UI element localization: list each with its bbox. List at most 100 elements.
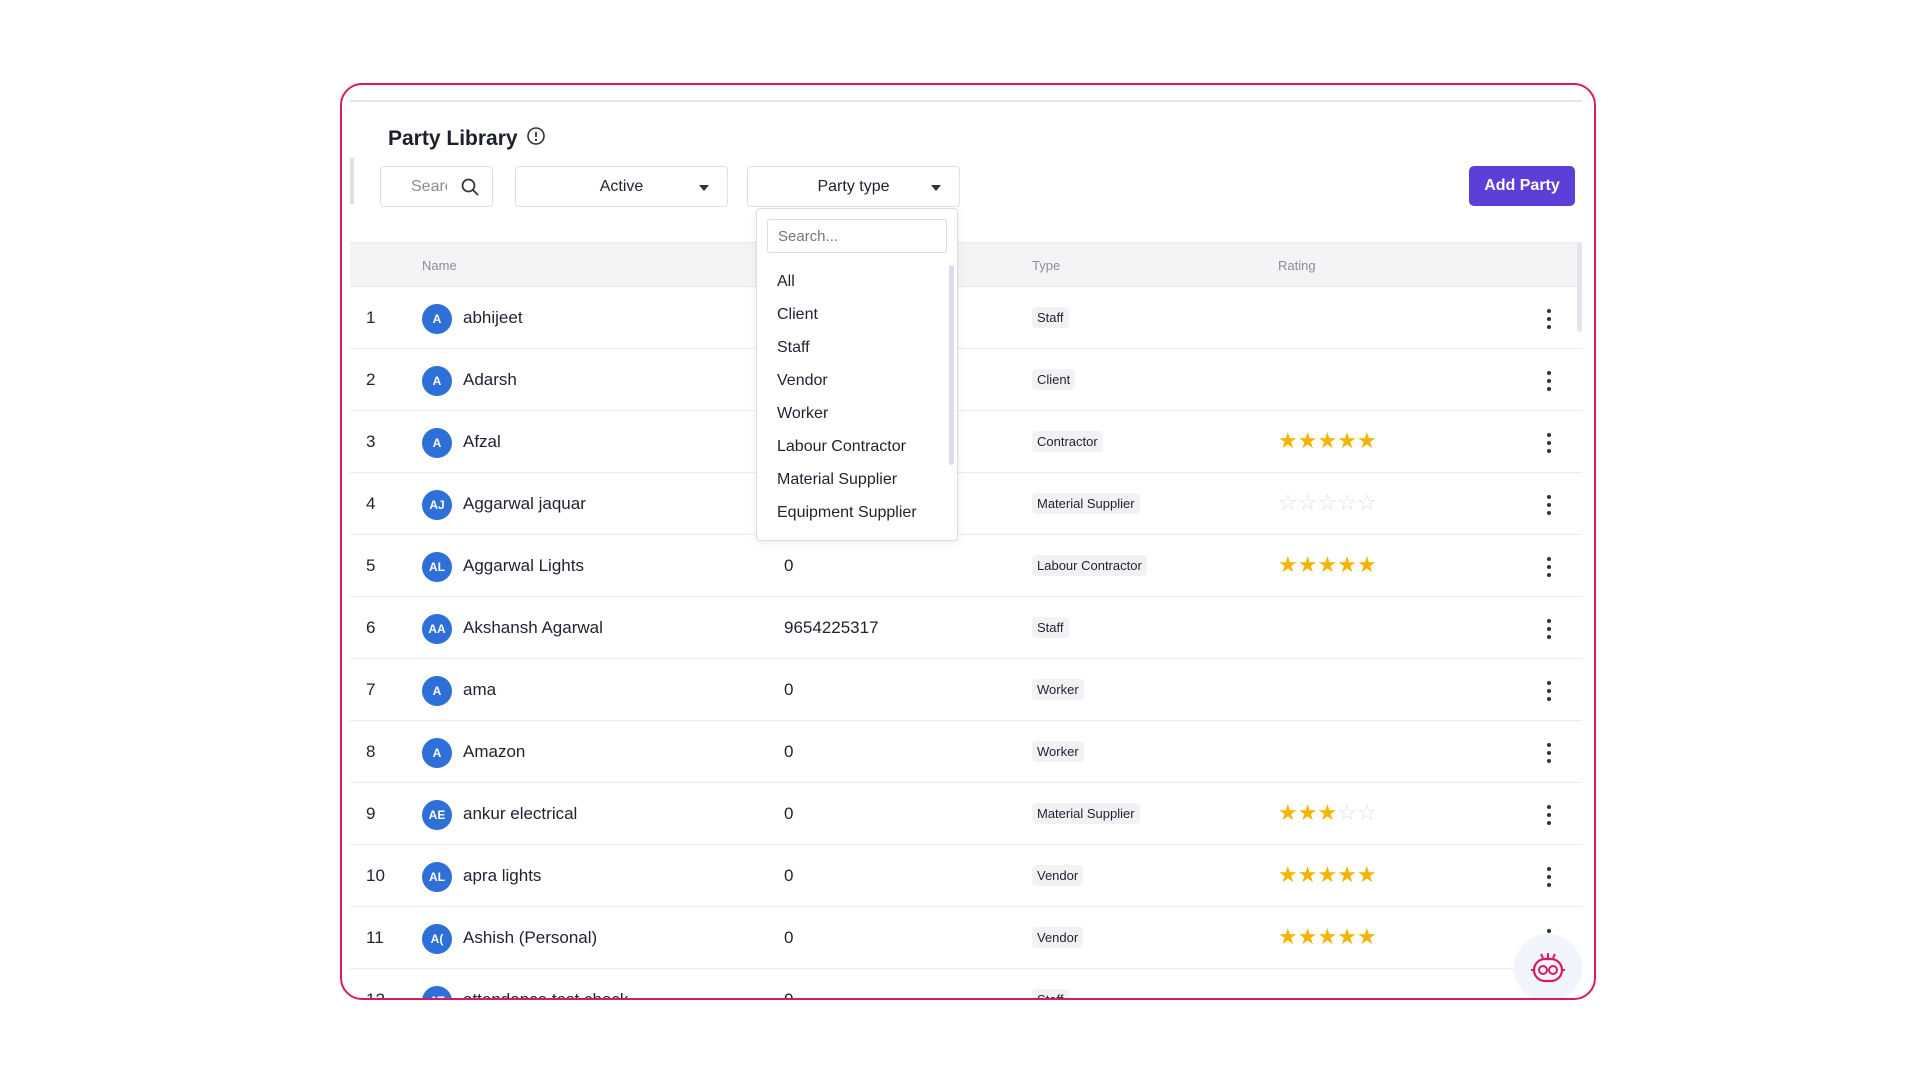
more-vertical-icon[interactable] bbox=[1546, 371, 1552, 391]
table-row[interactable]: 5 AL Aggarwal Lights 0 Labour Contractor ★★★★… bbox=[350, 535, 1582, 597]
dropdown-option-all[interactable]: All bbox=[777, 272, 795, 290]
rating-stars: ★★★☆☆ bbox=[1278, 799, 1377, 827]
party-type-select-value: Party type bbox=[817, 177, 890, 195]
star-icon: ★ bbox=[1317, 552, 1338, 577]
column-header-name[interactable]: Name bbox=[422, 258, 457, 273]
search-icon bbox=[461, 178, 479, 196]
party-phone: 9654225317 bbox=[784, 618, 879, 637]
dropdown-scrollbar[interactable] bbox=[949, 265, 954, 465]
more-vertical-icon[interactable] bbox=[1546, 495, 1552, 515]
avatar: A( bbox=[422, 924, 452, 954]
party-name[interactable]: ankur electrical bbox=[463, 804, 578, 823]
column-header-type[interactable]: Type bbox=[1032, 258, 1061, 273]
party-phone: 0 bbox=[784, 804, 794, 823]
star-icon: ★ bbox=[1356, 552, 1377, 577]
table-row[interactable]: 8 A Amazon 0 Worker bbox=[350, 721, 1582, 783]
row-number: 2 bbox=[366, 370, 376, 389]
chevron-down-icon bbox=[931, 185, 941, 191]
dropdown-search-input[interactable]: Search... bbox=[767, 219, 947, 253]
add-party-button[interactable]: Add Party bbox=[1469, 166, 1575, 206]
avatar: A bbox=[422, 738, 452, 768]
toolbar: Search Active Party type Add Party bbox=[380, 166, 1575, 208]
dropdown-option-staff[interactable]: Staff bbox=[777, 338, 810, 356]
table-row[interactable]: 9 AE ankur electrical 0 Material Supplier ★★★… bbox=[350, 783, 1582, 845]
party-name[interactable]: Aggarwal Lights bbox=[463, 556, 584, 575]
row-number: 6 bbox=[366, 618, 376, 637]
rating-stars: ★★★★★ bbox=[1278, 551, 1377, 579]
search-input[interactable]: Search bbox=[380, 166, 493, 207]
row-number: 4 bbox=[366, 494, 376, 513]
more-vertical-icon[interactable] bbox=[1546, 557, 1552, 577]
party-phone: 0 bbox=[784, 928, 794, 947]
party-name[interactable]: abhijeet bbox=[463, 308, 523, 327]
party-phone: 0 bbox=[784, 742, 794, 761]
party-name[interactable]: Ashish (Personal) bbox=[463, 928, 598, 947]
row-number: 3 bbox=[366, 432, 376, 451]
dropdown-option-labour-contractor[interactable]: Labour Contractor bbox=[777, 437, 906, 455]
party-name[interactable]: Akshansh Agarwal bbox=[463, 618, 603, 637]
avatar: AL bbox=[422, 552, 452, 582]
row-number: 9 bbox=[366, 804, 376, 823]
table-row[interactable]: 4 AJ Aggarwal jaquar Material Supplier ☆☆☆☆☆ bbox=[350, 473, 1582, 535]
party-phone: 0 bbox=[784, 556, 794, 575]
party-name[interactable]: Adarsh bbox=[463, 370, 517, 389]
table-row[interactable]: 6 AA Akshansh Agarwal 9654225317 Staff bbox=[350, 597, 1582, 659]
star-icon: ☆ bbox=[1297, 490, 1318, 515]
table-scrollbar[interactable] bbox=[1577, 242, 1582, 332]
page-title: Party Library bbox=[388, 126, 518, 150]
avatar: AA bbox=[422, 614, 452, 644]
chatbot-button[interactable] bbox=[1514, 934, 1582, 998]
party-library-frame: Party Library Search Active Party type A… bbox=[340, 83, 1596, 1000]
table-row[interactable]: 2 A Adarsh Client bbox=[350, 349, 1582, 411]
star-icon: ★ bbox=[1297, 428, 1318, 453]
party-name[interactable]: attendance test check bbox=[463, 990, 629, 1000]
party-phone: 0 bbox=[784, 680, 794, 699]
star-icon: ☆ bbox=[1356, 800, 1377, 825]
avatar: A bbox=[422, 304, 452, 334]
type-badge: Contractor bbox=[1032, 431, 1103, 452]
dropdown-option-equipment-supplier[interactable]: Equipment Supplier bbox=[777, 503, 917, 521]
star-icon: ★ bbox=[1317, 862, 1338, 887]
more-vertical-icon[interactable] bbox=[1546, 619, 1552, 639]
dropdown-option-material-supplier[interactable]: Material Supplier bbox=[777, 470, 898, 488]
dropdown-option-vendor[interactable]: Vendor bbox=[777, 371, 828, 389]
table-row[interactable]: 10 AL apra lights 0 Vendor ★★★★★ bbox=[350, 845, 1582, 907]
type-badge: Worker bbox=[1032, 679, 1084, 700]
more-vertical-icon[interactable] bbox=[1546, 681, 1552, 701]
page-header: Party Library bbox=[388, 126, 546, 151]
star-icon: ★ bbox=[1297, 862, 1318, 887]
party-name[interactable]: Aggarwal jaquar bbox=[463, 494, 586, 513]
chevron-down-icon bbox=[699, 185, 709, 191]
more-vertical-icon[interactable] bbox=[1546, 743, 1552, 763]
avatar: AL bbox=[422, 862, 452, 892]
party-type-select[interactable]: Party type bbox=[747, 166, 960, 207]
more-vertical-icon[interactable] bbox=[1546, 309, 1552, 329]
left-accent-bar bbox=[350, 158, 354, 204]
info-icon[interactable] bbox=[526, 126, 546, 151]
bot-icon bbox=[1531, 953, 1565, 983]
dropdown-option-client[interactable]: Client bbox=[777, 305, 818, 323]
party-name[interactable]: apra lights bbox=[463, 866, 542, 885]
party-name[interactable]: Afzal bbox=[463, 432, 501, 451]
more-vertical-icon[interactable] bbox=[1546, 805, 1552, 825]
star-icon: ★ bbox=[1317, 800, 1338, 825]
dropdown-option-worker[interactable]: Worker bbox=[777, 404, 829, 422]
more-vertical-icon[interactable] bbox=[1546, 433, 1552, 453]
avatar: A bbox=[422, 428, 452, 458]
dropdown-options: All Client Staff Vendor Worker Labour Co… bbox=[757, 265, 952, 529]
rating-stars: ☆☆☆☆☆ bbox=[1278, 489, 1377, 517]
row-number: 11 bbox=[366, 928, 384, 947]
avatar: A bbox=[422, 676, 452, 706]
party-name[interactable]: Amazon bbox=[463, 742, 526, 761]
more-vertical-icon[interactable] bbox=[1546, 867, 1552, 887]
table-row[interactable]: 11 A(Ashish (Personal) 0 Vendor ★★★★★ bbox=[350, 907, 1582, 969]
table-row[interactable]: 3 A Afzal Contractor ★★★★★ bbox=[350, 411, 1582, 473]
type-badge: Client bbox=[1032, 369, 1076, 390]
status-select[interactable]: Active bbox=[515, 166, 728, 207]
table-row[interactable]: 12 AT attendance test check 0 Staff bbox=[350, 969, 1582, 1000]
party-name[interactable]: ama bbox=[463, 680, 497, 699]
column-header-rating[interactable]: Rating bbox=[1278, 258, 1316, 273]
